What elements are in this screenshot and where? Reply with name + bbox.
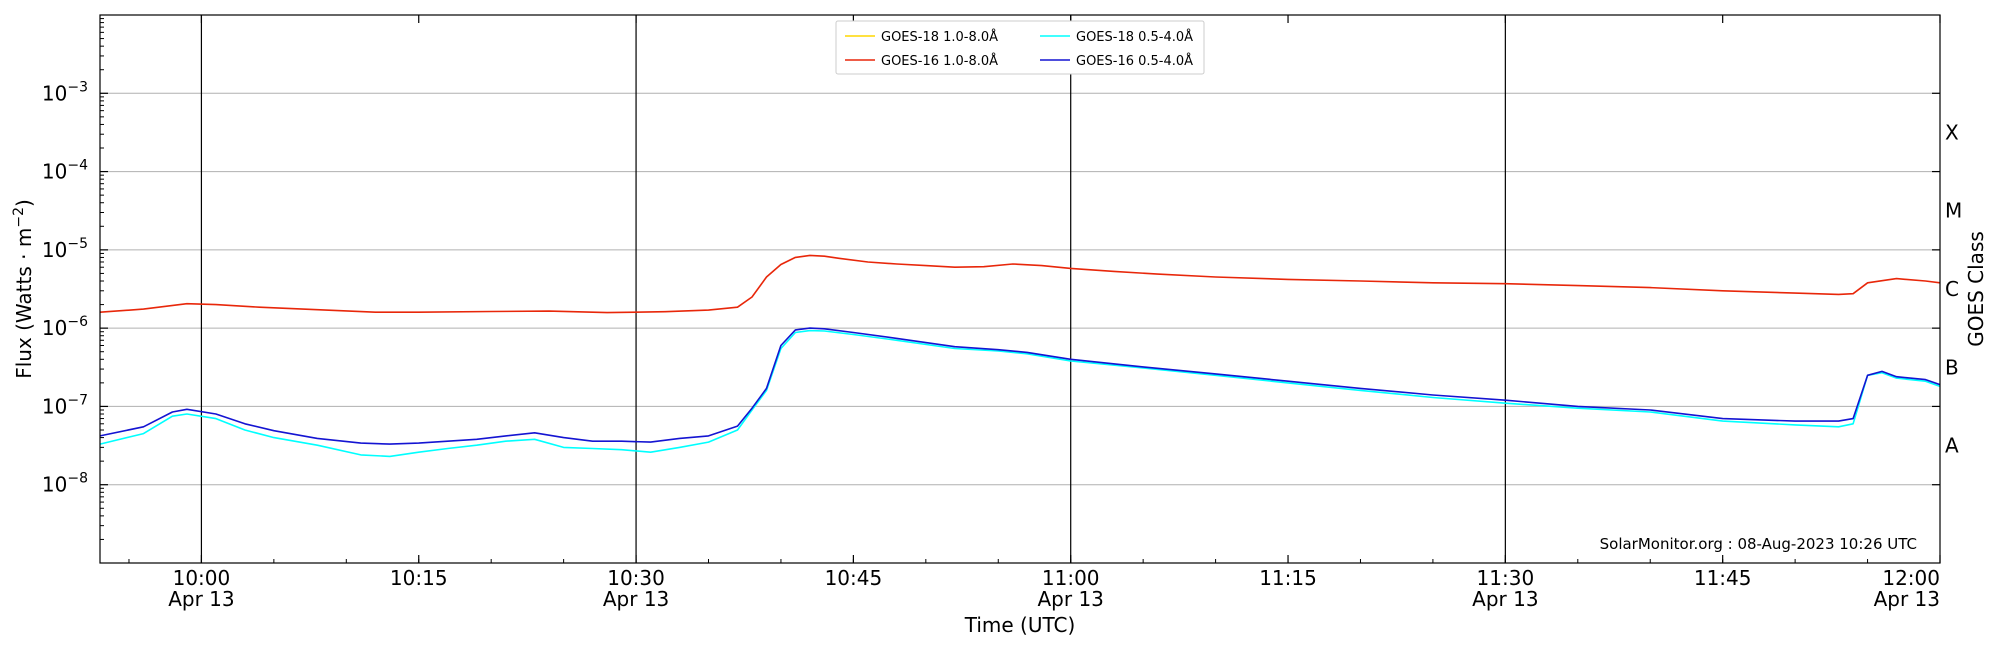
y-tick-base: 10 (42, 394, 67, 418)
x-tick-date: Apr 13 (1038, 587, 1104, 611)
y-axis-title: Flux (Watts · m−2) (11, 199, 36, 379)
y-tick-label: 10−6 (42, 314, 88, 340)
y-tick-exponent: −4 (67, 158, 88, 174)
series-line (99, 254, 1941, 314)
grid-lines (100, 92, 1940, 486)
y2-axis-title: GOES Class (1964, 231, 1988, 347)
y-tick-label: 10−5 (42, 236, 88, 262)
credit-text: SolarMonitor.org : 08-Aug-2023 10:26 UTC (1600, 535, 1917, 553)
x-tick-label: 10:30 (607, 566, 665, 590)
x-tick-label: 12:00 (1882, 566, 1940, 590)
legend-box (835, 20, 1205, 75)
y-axis-ticks: 10−810−710−610−510−410−3 (42, 18, 1940, 540)
legend-label: GOES-16 0.5-4.0Å (1076, 53, 1193, 69)
goes-class-label: X (1945, 120, 1959, 144)
x-tick-label: 11:30 (1477, 566, 1535, 590)
goes-class-label: B (1945, 355, 1959, 379)
y-tick-exponent: −6 (67, 314, 88, 330)
x-tick-label: 11:15 (1259, 566, 1317, 590)
x-tick-label: 11:45 (1694, 566, 1752, 590)
y-tick-label: 10−7 (42, 392, 88, 418)
plot-background (100, 15, 1940, 563)
goes-class-label: A (1945, 434, 1959, 458)
y-axis-title-exponent: −2 (11, 207, 27, 228)
y-tick-exponent: −7 (67, 392, 88, 408)
series-line (99, 327, 1941, 445)
legend-label: GOES-18 1.0-8.0Å (881, 29, 998, 45)
y-tick-base: 10 (42, 316, 67, 340)
y-tick-exponent: −3 (67, 79, 88, 95)
legend-label: GOES-16 1.0-8.0Å (881, 53, 998, 69)
legend: GOES-18 1.0-8.0Å GOES-16 1.0-8.0Å GOES-18 … (835, 20, 1205, 75)
x-axis-title: Time (UTC) (964, 613, 1076, 637)
y-tick-exponent: −5 (67, 236, 88, 252)
y-tick-base: 10 (42, 473, 67, 497)
y-tick-label: 10−3 (42, 79, 88, 105)
x-tick-date: Apr 13 (168, 587, 234, 611)
legend-label: GOES-18 0.5-4.0Å (1076, 29, 1193, 45)
x-tick-date: Apr 13 (1472, 587, 1538, 611)
x-tick-label: 10:00 (173, 566, 231, 590)
hour-markers (200, 15, 1506, 563)
x-tick-date: Apr 13 (603, 587, 669, 611)
y-tick-label: 10−8 (42, 471, 88, 497)
x-tick-date: Apr 13 (1874, 587, 1940, 611)
y-tick-exponent: −8 (67, 471, 88, 487)
y-tick-label: 10−4 (42, 158, 88, 184)
goes-class-label: C (1945, 277, 1959, 301)
goes-class-label: M (1945, 199, 1962, 223)
y-tick-base: 10 (42, 81, 67, 105)
x-tick-label: 11:00 (1042, 566, 1100, 590)
x-tick-label: 10:15 (390, 566, 448, 590)
y-tick-base: 10 (42, 160, 67, 184)
y-axis-title-close: ) (12, 199, 36, 207)
y-tick-base: 10 (42, 238, 67, 262)
plot-frame (99, 14, 1941, 564)
series-lines (99, 254, 1941, 458)
x-tick-label: 10:45 (825, 566, 883, 590)
series-line (99, 329, 1941, 458)
y-axis-title-main: Flux (Watts · m (12, 228, 36, 379)
goes-class-labels: A B C M X (1945, 120, 1962, 457)
